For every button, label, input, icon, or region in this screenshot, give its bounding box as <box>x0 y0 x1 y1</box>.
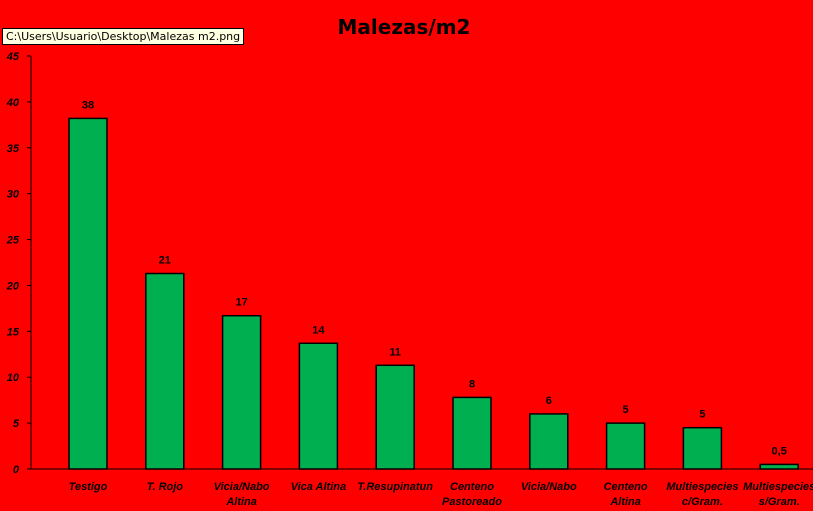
x-tick-label: Vicia/Nabo <box>521 481 577 493</box>
data-label: 5 <box>623 404 629 416</box>
bar <box>221 314 262 470</box>
x-tick-label: Pastoreado <box>442 496 502 508</box>
x-tick-label: Altina <box>225 496 257 508</box>
bar <box>375 364 415 470</box>
chart-title: Malezas/m2 <box>338 15 471 39</box>
data-label: 14 <box>312 324 325 336</box>
data-label: 21 <box>159 255 171 267</box>
y-tick-label: 40 <box>6 97 20 109</box>
data-label: 38 <box>82 99 94 111</box>
data-labels: 38 21 17 14 11 8 6 5 5 0,5 <box>82 99 787 457</box>
data-label: 5 <box>699 409 705 421</box>
x-tick-label: Vica Altina <box>291 481 346 493</box>
x-tick-label: Vicia/Nabo <box>214 481 270 493</box>
bar <box>682 426 723 470</box>
bars <box>68 117 799 470</box>
y-tick-label: 45 <box>6 51 20 63</box>
bar <box>68 117 108 470</box>
bar <box>298 342 339 470</box>
x-tick-label: T.Resupinatun <box>357 481 433 493</box>
x-tick-labels: Testigo T. Rojo Vicia/Nabo Altina Vica Altin… <box>69 481 813 508</box>
y-tick-label: 15 <box>7 326 20 338</box>
x-tick-label: T. Rojo <box>147 481 184 493</box>
y-tick-label: 5 <box>13 418 20 430</box>
y-tick-label: 10 <box>7 372 20 384</box>
y-tick-label: 25 <box>6 235 20 247</box>
y-tick-label: 20 <box>6 280 20 292</box>
bar <box>605 422 646 470</box>
data-label: 0,5 <box>772 445 787 457</box>
bar <box>529 413 569 470</box>
data-label: 11 <box>389 346 401 358</box>
bar <box>452 396 492 470</box>
y-tick-label: 0 <box>13 464 20 476</box>
x-tick-label: Multiespecies <box>666 481 738 493</box>
bar <box>145 272 185 470</box>
x-tick-label: Centeno <box>450 481 494 493</box>
x-tick-label: Testigo <box>69 481 108 493</box>
y-ticks: 0 5 10 15 20 25 30 35 40 45 <box>6 51 31 476</box>
x-tick-label: Centeno <box>604 481 648 493</box>
file-path-tooltip: C:\Users\Usuario\Desktop\Malezas m2.png <box>2 28 245 45</box>
x-tick-label: c/Gram. <box>682 496 723 508</box>
data-label: 17 <box>235 297 247 309</box>
y-tick-label: 30 <box>7 189 20 201</box>
bar <box>759 463 799 470</box>
x-tick-label: Altina <box>609 496 641 508</box>
x-tick-label: s/Gram. <box>759 496 800 508</box>
data-label: 6 <box>546 395 552 407</box>
data-label: 8 <box>469 378 475 390</box>
y-tick-label: 35 <box>7 143 20 155</box>
x-tick-label: Multiespecies <box>743 481 813 493</box>
